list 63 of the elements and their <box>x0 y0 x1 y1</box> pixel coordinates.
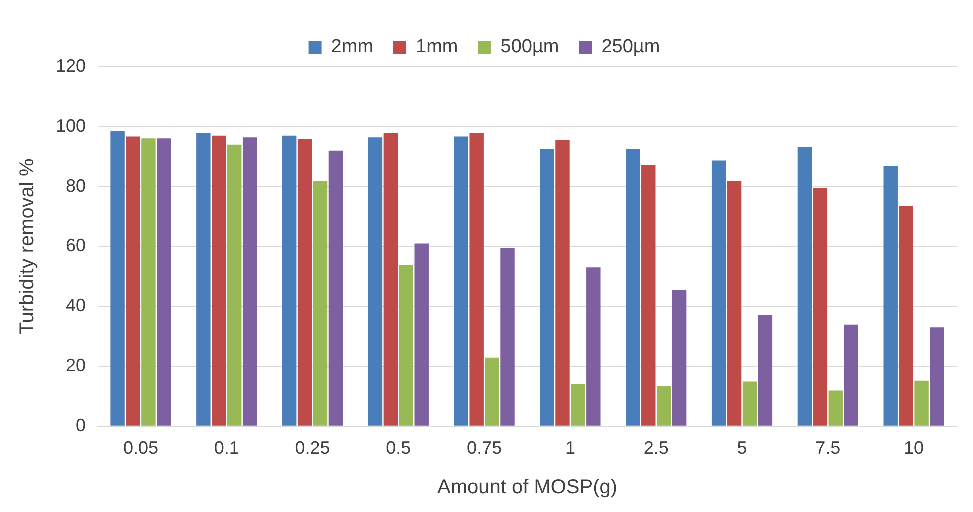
bar <box>384 133 398 426</box>
bar <box>485 358 500 426</box>
bar <box>828 390 843 426</box>
bar <box>368 138 383 426</box>
bar <box>899 206 914 426</box>
bar <box>454 136 468 426</box>
bar <box>586 268 601 426</box>
y-tick-label: 0 <box>76 415 86 436</box>
bar <box>626 149 640 426</box>
bar <box>758 314 773 426</box>
bar <box>844 324 858 426</box>
bar <box>571 384 586 426</box>
y-tick-label: 40 <box>66 296 86 316</box>
x-tick-label: 5 <box>737 438 748 458</box>
bar <box>227 144 242 426</box>
x-axis-title: Amount of MOSP(g) <box>437 476 618 499</box>
bar <box>470 133 484 426</box>
legend-label: 1mm <box>416 36 458 58</box>
bar <box>712 160 726 426</box>
bar <box>656 386 672 426</box>
bar <box>399 264 414 426</box>
x-tick-label: 2.5 <box>644 438 669 458</box>
bar <box>142 138 156 426</box>
y-tick-label: 120 <box>56 56 86 76</box>
x-tick-label: 10 <box>904 438 924 458</box>
legend-label: 500µm <box>500 36 560 58</box>
legend-label: 2mm <box>331 36 374 58</box>
bar <box>328 150 344 426</box>
bar <box>672 290 687 426</box>
y-axis-title: Turbidity removal % <box>16 158 39 335</box>
x-tick-label: 0.25 <box>295 438 330 458</box>
bar <box>414 244 429 426</box>
bar <box>126 136 140 426</box>
bar <box>110 131 125 426</box>
x-tick-label: 7.5 <box>816 438 841 458</box>
bar <box>157 138 172 426</box>
legend-label: 250µm <box>602 36 660 58</box>
bar <box>742 382 758 426</box>
bar <box>500 248 515 426</box>
bar <box>313 181 328 426</box>
bar <box>242 138 258 426</box>
x-tick-label: 0.5 <box>386 438 412 458</box>
bar <box>540 149 554 426</box>
x-tick-label: 0.05 <box>123 438 159 458</box>
bar <box>298 139 312 426</box>
y-tick-label: 60 <box>66 236 86 256</box>
y-tick-label: 100 <box>56 116 86 136</box>
bar <box>884 166 898 426</box>
x-tick-label: 0.1 <box>214 438 240 458</box>
bar <box>727 181 742 426</box>
bar <box>556 140 570 426</box>
bar <box>798 147 812 426</box>
bar <box>282 136 297 426</box>
bar <box>914 380 929 426</box>
x-tick-label: 1 <box>565 438 576 458</box>
y-tick-label: 20 <box>66 355 86 376</box>
bar <box>642 165 656 426</box>
bar <box>930 328 944 426</box>
y-tick-label: 80 <box>66 176 86 196</box>
bar <box>196 133 211 426</box>
bar <box>212 136 226 426</box>
bar <box>813 188 828 426</box>
x-tick-label: 0.75 <box>467 438 502 458</box>
